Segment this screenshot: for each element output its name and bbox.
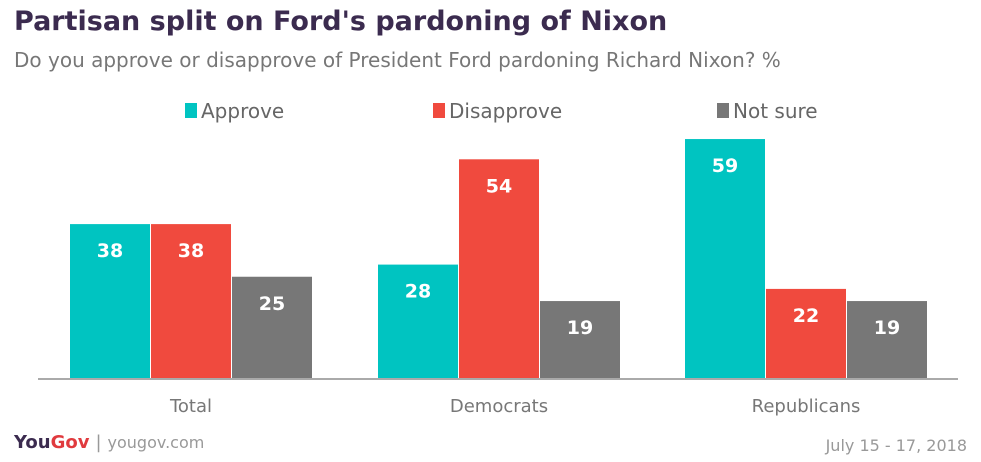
x-tick-label: Democrats (450, 396, 548, 417)
bar (847, 301, 927, 378)
legend-swatch (717, 103, 729, 118)
brand-gov-text: Gov (50, 432, 90, 453)
data-label: 22 (793, 305, 819, 327)
data-label: 54 (486, 175, 512, 197)
data-label: 28 (405, 281, 431, 303)
data-label: 19 (567, 317, 593, 339)
data-label: 25 (259, 293, 285, 315)
survey-date: July 15 - 17, 2018 (825, 436, 967, 455)
legend-label: Disapprove (449, 99, 562, 123)
data-label: 59 (712, 155, 738, 177)
chart-subtitle: Do you approve or disapprove of Presiden… (14, 48, 781, 72)
legend-label: Not sure (733, 99, 818, 123)
x-tick-label: Republicans (752, 396, 861, 417)
bar (540, 301, 620, 378)
bar (378, 264, 458, 378)
legend-swatch (185, 103, 197, 118)
brand-separator: | (95, 432, 102, 453)
brand-you-text: You (14, 432, 51, 453)
legend-label: Approve (201, 99, 284, 123)
data-label: 19 (874, 317, 900, 339)
bar (685, 139, 765, 378)
bar (70, 224, 150, 378)
brand-url: yougov.com (107, 433, 205, 452)
bar (151, 224, 231, 378)
bar (232, 276, 312, 378)
data-label: 38 (178, 240, 204, 262)
chart-title: Partisan split on Ford's pardoning of Ni… (14, 6, 668, 37)
yougov-logo: YouGov | yougov.com (14, 432, 204, 453)
bar (459, 159, 539, 378)
legend-swatch (433, 103, 445, 118)
data-label: 38 (97, 240, 123, 262)
x-tick-label: Total (169, 396, 212, 417)
bar (766, 288, 846, 378)
